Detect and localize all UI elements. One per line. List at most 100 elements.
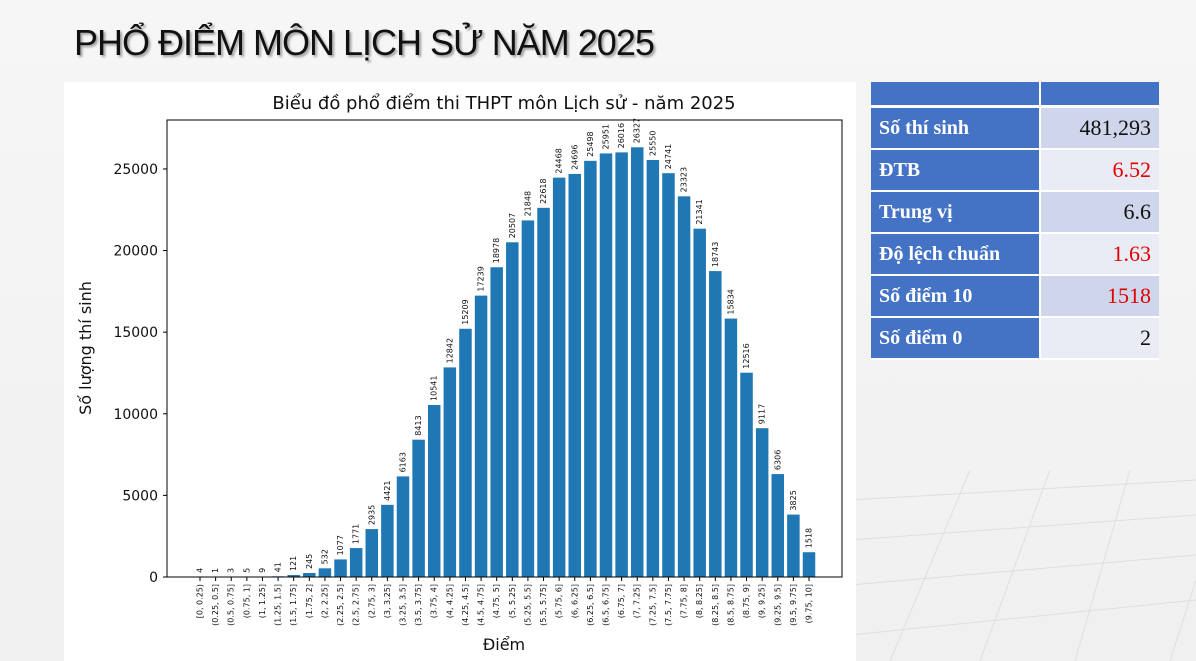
bar-value-label: 4421 bbox=[383, 480, 392, 500]
x-tick-label: (7.5, 7.75] bbox=[664, 584, 673, 626]
x-tick-label: (8.5, 8.75] bbox=[726, 584, 735, 626]
x-tick-label: (2.25, 2.5] bbox=[336, 584, 345, 626]
bar-value-label: 3 bbox=[227, 568, 236, 573]
bar-value-label: 26016 bbox=[617, 123, 626, 148]
x-tick-label: (4.75, 5] bbox=[492, 584, 501, 618]
x-tick-label: (7.75, 8] bbox=[680, 584, 689, 618]
bar bbox=[802, 552, 816, 577]
x-tick-label: (5, 5.25] bbox=[508, 584, 517, 618]
statistics-table: Số thí sinh 481,293 ĐTB 6.52 Trung vị 6.6 Độ l… bbox=[871, 82, 1159, 360]
stats-value: 6.52 bbox=[1041, 150, 1159, 192]
bar bbox=[381, 504, 394, 577]
x-tick-label: (9.25, 9.5] bbox=[773, 584, 782, 626]
bar-value-label: 245 bbox=[305, 554, 314, 569]
bar bbox=[646, 159, 660, 577]
x-tick-label: (5.75, 6] bbox=[555, 584, 564, 618]
y-tick-label: 25000 bbox=[113, 162, 158, 178]
x-tick-label: (1.25, 1.5] bbox=[274, 584, 283, 626]
bar bbox=[693, 228, 706, 577]
bar bbox=[724, 318, 738, 577]
bar-value-label: 2935 bbox=[367, 505, 376, 525]
plot-frame bbox=[166, 119, 843, 578]
bar bbox=[677, 196, 691, 577]
bar bbox=[427, 404, 441, 577]
bar-value-label: 12842 bbox=[445, 338, 454, 363]
stats-row: Số thí sinh 481,293 bbox=[871, 108, 1159, 150]
bar bbox=[755, 428, 769, 577]
x-tick-label: (6.5, 6.75] bbox=[602, 584, 611, 626]
y-tick-label: 5000 bbox=[122, 488, 158, 504]
bar-value-label: 24468 bbox=[555, 148, 564, 173]
x-tick-label: (5.25, 5.5] bbox=[523, 584, 532, 626]
bar bbox=[552, 177, 566, 577]
bar bbox=[412, 439, 425, 577]
x-tick-label: (4.5, 4.75] bbox=[477, 584, 486, 626]
bar bbox=[287, 575, 300, 577]
bar-value-label: 1 bbox=[211, 568, 220, 573]
bar-value-label: 18743 bbox=[711, 242, 720, 267]
x-tick-label: (3.75, 4] bbox=[430, 584, 439, 618]
stats-value: 1.63 bbox=[1041, 234, 1159, 276]
bar-value-label: 21341 bbox=[695, 199, 704, 224]
x-tick-label: (9, 9.25] bbox=[758, 584, 767, 618]
stats-value: 6.6 bbox=[1041, 192, 1159, 234]
x-tick-label: (1.5, 1.75] bbox=[289, 584, 298, 626]
bar-value-label: 1771 bbox=[352, 524, 361, 544]
bar-value-label: 4 bbox=[196, 568, 205, 573]
y-tick-label: 20000 bbox=[113, 244, 158, 260]
bar bbox=[568, 173, 582, 577]
bar bbox=[396, 476, 410, 577]
bar bbox=[787, 514, 800, 577]
stats-header-row bbox=[871, 82, 1159, 108]
bar-value-label: 3825 bbox=[789, 490, 798, 510]
bar-value-label: 6306 bbox=[773, 450, 782, 470]
bar bbox=[630, 147, 644, 577]
bar bbox=[662, 173, 675, 577]
decorative-floor-grid bbox=[850, 470, 1196, 661]
bar-value-label: 21848 bbox=[523, 191, 532, 216]
x-tick-label: (0.5, 0.75] bbox=[227, 584, 236, 626]
bar-value-label: 17239 bbox=[477, 266, 486, 291]
x-tick-label: (3.25, 3.5] bbox=[399, 584, 408, 626]
bar-value-label: 1518 bbox=[805, 528, 814, 548]
stats-row: Trung vị 6.6 bbox=[871, 192, 1159, 234]
x-tick-label: (6.25, 6.5] bbox=[586, 584, 595, 626]
x-tick-label: (2, 2.25] bbox=[320, 584, 329, 618]
stats-label: Số thí sinh bbox=[871, 108, 1041, 150]
bar-value-label: 10541 bbox=[430, 376, 439, 401]
x-tick-label: (4.25, 4.5] bbox=[461, 584, 470, 626]
bar-value-label: 24696 bbox=[570, 144, 579, 169]
y-tick-label: 15000 bbox=[113, 325, 158, 341]
y-tick-label: 0 bbox=[149, 570, 158, 586]
x-tick-label: (6, 6.25] bbox=[570, 584, 579, 618]
bar bbox=[537, 207, 550, 577]
bar bbox=[771, 474, 785, 577]
x-tick-label: (9.75, 10] bbox=[805, 584, 814, 623]
bar bbox=[365, 529, 379, 577]
chart-panel: Biểu đồ phổ điểm thi THPT môn Lịch sử - … bbox=[64, 82, 856, 661]
stats-row: Độ lệch chuẩn 1.63 bbox=[871, 234, 1159, 276]
bar-value-label: 25951 bbox=[602, 124, 611, 149]
stats-header-cell bbox=[1041, 82, 1159, 108]
slide-title: PHỔ ĐIỂM MÔN LỊCH SỬ NĂM 2025 bbox=[74, 22, 655, 63]
x-tick-label: (9.5, 9.75] bbox=[789, 584, 798, 626]
x-tick-label: (0.25, 0.5] bbox=[211, 584, 220, 626]
bar bbox=[506, 242, 519, 578]
bar-value-label: 9117 bbox=[758, 404, 767, 424]
x-tick-label: (3, 3.25] bbox=[383, 584, 392, 618]
x-tick-label: (1, 1.25] bbox=[258, 584, 267, 618]
bar-value-label: 1077 bbox=[336, 535, 345, 555]
bar bbox=[615, 152, 628, 577]
bar bbox=[521, 220, 535, 577]
bar-value-label: 5 bbox=[242, 568, 251, 573]
x-tick-label: (4, 4.25] bbox=[445, 584, 454, 618]
bar-value-labels: 4 1 3 5 9 41 121 245 532107717712935442161638413… bbox=[196, 118, 814, 573]
x-tick-label: (2.5, 2.75] bbox=[352, 584, 361, 626]
bar-value-label: 12516 bbox=[742, 343, 751, 368]
bar-value-label: 18978 bbox=[492, 238, 501, 263]
bar-value-label: 6163 bbox=[399, 452, 408, 472]
bar bbox=[599, 153, 613, 577]
stats-row: ĐTB 6.52 bbox=[871, 150, 1159, 192]
bar-value-label: 8413 bbox=[414, 415, 423, 435]
bar bbox=[709, 271, 722, 577]
